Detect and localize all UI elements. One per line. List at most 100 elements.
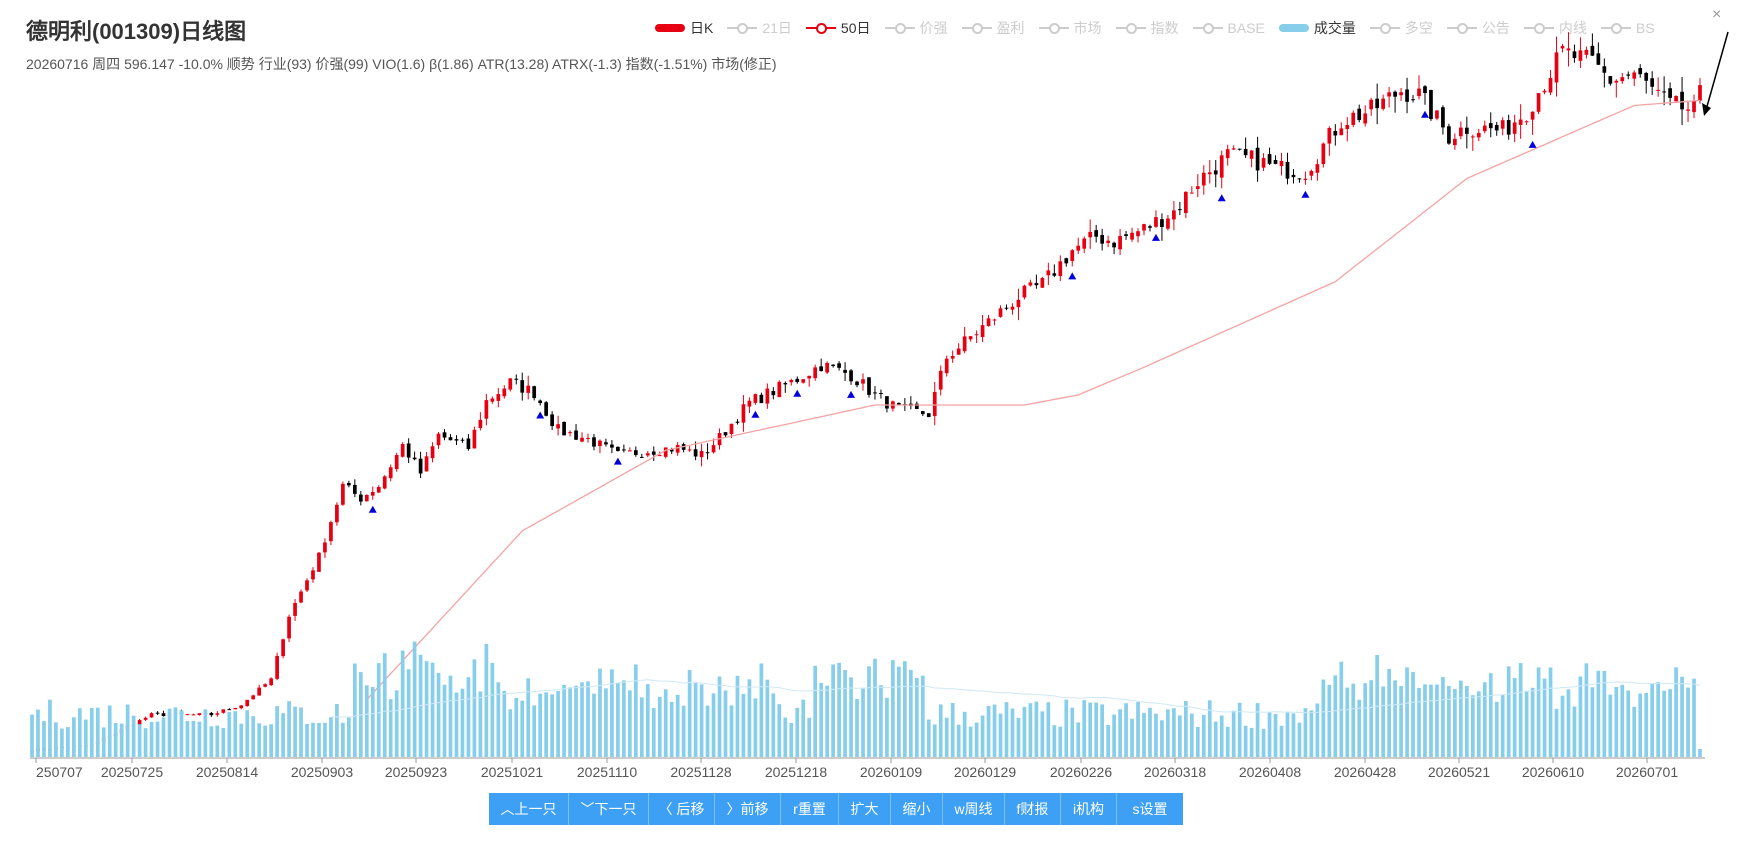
buy-marker [751, 410, 760, 418]
candle [418, 451, 423, 478]
annotation-arrow [1705, 31, 1729, 111]
volume-bar [1172, 708, 1176, 757]
candle-body [496, 394, 501, 401]
candle-body [275, 656, 279, 679]
candle-body [1273, 160, 1278, 164]
volume-bar [1542, 678, 1547, 757]
legend-item-5[interactable]: 市场 [1038, 18, 1102, 38]
candle [1399, 87, 1403, 101]
candle-body [1662, 91, 1666, 93]
close-icon[interactable]: × [1712, 6, 1722, 23]
volume-bar [1393, 680, 1397, 757]
volume-bar [598, 668, 602, 757]
candle-body [215, 713, 220, 715]
institution-button[interactable]: i机构 [1061, 793, 1117, 825]
candle [1470, 134, 1475, 151]
candle [1554, 36, 1559, 97]
candle [1112, 241, 1116, 255]
volume-bar [1524, 690, 1529, 757]
financial-button[interactable]: f财报 [1005, 793, 1061, 825]
zoom-in-button[interactable]: 扩大 [839, 793, 891, 825]
prev-stock-button[interactable]: ︿上一只 [489, 793, 569, 825]
candle [1189, 186, 1194, 194]
candle-body [771, 390, 776, 396]
legend-item-6[interactable]: 指数 [1115, 18, 1179, 38]
legend-item-8[interactable]: 成交量 [1278, 18, 1356, 38]
volume-bar [54, 722, 58, 757]
candle-body [1148, 226, 1152, 228]
volume-bar [592, 693, 596, 757]
candle-body [1447, 126, 1451, 144]
candle [227, 708, 232, 711]
volume-bar [1566, 689, 1571, 757]
candle [1333, 124, 1338, 146]
candle [1291, 169, 1296, 184]
legend-item-4[interactable]: 盈利 [961, 18, 1025, 38]
candle [1339, 122, 1344, 136]
candle-body [843, 369, 847, 373]
legend-symbol [1115, 22, 1146, 34]
volume-bar [1052, 725, 1057, 757]
volume-bar [1686, 687, 1690, 757]
volume-bar [239, 723, 244, 757]
legend-item-3[interactable]: 价强 [884, 18, 948, 38]
candle-body [466, 438, 471, 450]
candle-body [191, 714, 196, 716]
legend-item-1[interactable]: 21日 [727, 18, 792, 38]
volume-bar [926, 719, 931, 757]
candle [1620, 72, 1625, 84]
volume-bar [66, 727, 70, 757]
volume-bar [938, 704, 943, 757]
volume-bar [125, 704, 130, 757]
reset-button[interactable]: r重置 [781, 793, 839, 825]
candle-body [1291, 174, 1296, 178]
candle-body [1488, 123, 1493, 129]
volume-bar [627, 690, 632, 757]
legend-item-7[interactable]: BASE [1192, 20, 1265, 36]
candle-body [1195, 186, 1200, 190]
candle-body [1040, 278, 1045, 288]
candle-body [705, 452, 710, 454]
candle-body [1303, 178, 1308, 180]
candle [1429, 89, 1433, 121]
weekly-button[interactable]: w周线 [943, 793, 1005, 825]
legend-item-2[interactable]: 50日 [805, 18, 871, 38]
candle [633, 446, 638, 457]
candle [1626, 71, 1631, 80]
zoom-out-button[interactable]: 缩小 [891, 793, 943, 825]
legend-item-11[interactable]: 内线 [1523, 18, 1587, 38]
candle-body [269, 678, 273, 686]
volume-bar [1010, 708, 1015, 757]
candle-body [1459, 127, 1463, 137]
volume-bar [30, 714, 34, 757]
candle [1357, 104, 1362, 123]
candle [544, 401, 549, 417]
candle-body [1094, 230, 1099, 237]
chart-title: 德明利(001309)日线图 [26, 19, 247, 44]
volume-bar [1136, 701, 1140, 757]
next-stock-button[interactable]: ﹀下一只 [569, 793, 649, 825]
volume-bar [843, 669, 847, 757]
legend-item-12[interactable]: BS [1600, 20, 1655, 36]
candle [215, 711, 220, 717]
candle [861, 373, 865, 391]
volume-bar [179, 710, 184, 757]
volume-bar [478, 691, 483, 757]
settings-button[interactable]: s设置 [1117, 793, 1183, 825]
candle [1243, 137, 1248, 158]
move-forward-button[interactable]: 〉前移 [715, 793, 781, 825]
candle [1201, 165, 1206, 195]
candle-body [323, 542, 327, 553]
volume-bar [1494, 701, 1499, 757]
volume-bar [89, 708, 94, 757]
candle [161, 710, 166, 717]
volume-bar [1596, 670, 1601, 757]
volume-bar [281, 713, 285, 757]
legend-item-10[interactable]: 公告 [1446, 18, 1510, 38]
legend-item-9[interactable]: 多空 [1369, 18, 1433, 38]
legend-item-0[interactable]: 日K [655, 18, 713, 38]
move-back-button[interactable]: 〈 后移 [649, 793, 715, 825]
candle [992, 318, 997, 326]
candle-body [281, 639, 285, 657]
